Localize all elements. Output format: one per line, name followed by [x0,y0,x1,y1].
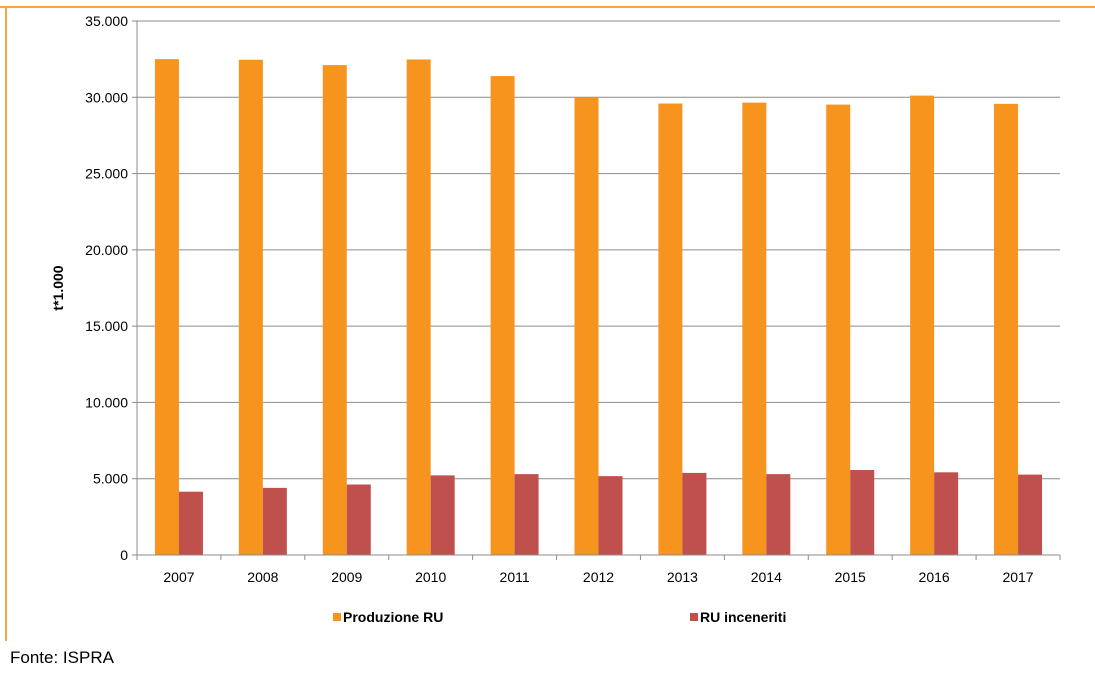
x-tick-label: 2017 [1002,569,1033,585]
legend-swatch-produzione [333,613,341,621]
legend-label-produzione: Produzione RU [343,609,443,625]
bar-inceneriti-2011 [514,474,539,555]
y-tick-label: 20.000 [85,242,128,258]
bar-produzione-2010 [406,59,431,555]
bar-produzione-2016 [910,95,935,556]
x-tick-labels: 2007 2008 2009 2010 2011 2012 2013 2014 2015 2016… [163,569,1033,585]
bar-inceneriti-2014 [766,474,791,555]
bar-inceneriti-2007 [178,491,203,555]
y-tick-label: 15.000 [85,318,128,334]
bar-produzione-2017 [994,103,1019,555]
legend-swatch-inceneriti [690,613,698,621]
bar-inceneriti-2009 [346,484,371,555]
bar-produzione-2007 [154,59,179,556]
y-tick-label: 10.000 [85,394,128,410]
bar-inceneriti-2008 [262,487,287,555]
bar-inceneriti-2010 [430,475,455,555]
y-tick-labels: 0 5.000 10.000 15.000 20.000 25.000 30.000 35.0… [85,13,128,563]
x-tick-label: 2015 [835,569,866,585]
bar-inceneriti-2017 [1018,474,1043,555]
bar-produzione-2008 [238,59,263,555]
bar-produzione-2009 [322,65,347,555]
x-tick-label: 2008 [247,569,278,585]
y-tick-label: 0 [120,547,128,563]
x-tick-label: 2012 [583,569,614,585]
bar-produzione-2011 [490,76,515,556]
x-tick-label: 2007 [163,569,194,585]
x-tick-label: 2014 [751,569,782,585]
legend-label-inceneriti: RU inceneriti [700,609,786,625]
bar-produzione-2015 [826,104,851,556]
bar-produzione-2013 [658,103,683,556]
x-tick-label: 2013 [667,569,698,585]
bar-inceneriti-2013 [682,472,707,555]
y-tick-label: 5.000 [93,471,128,487]
bars [154,59,1043,556]
legend: Produzione RU RU inceneriti [333,609,786,625]
x-tick-label: 2016 [919,569,950,585]
bar-produzione-2014 [742,102,767,555]
axes [132,20,1061,560]
x-tick-label: 2009 [331,569,362,585]
y-tick-label: 30.000 [85,89,128,105]
bar-inceneriti-2012 [598,476,623,555]
source-note: Fonte: ISPRA [10,648,114,667]
bar-inceneriti-2016 [934,472,959,555]
x-tick-label: 2011 [500,569,530,585]
y-axis-title: t*1.000 [50,265,66,310]
x-tick-label: 2010 [415,569,446,585]
y-tick-label: 35.000 [85,13,128,29]
y-tick-label: 25.000 [85,166,128,182]
bar-produzione-2012 [574,97,599,556]
bar-inceneriti-2015 [850,470,875,555]
